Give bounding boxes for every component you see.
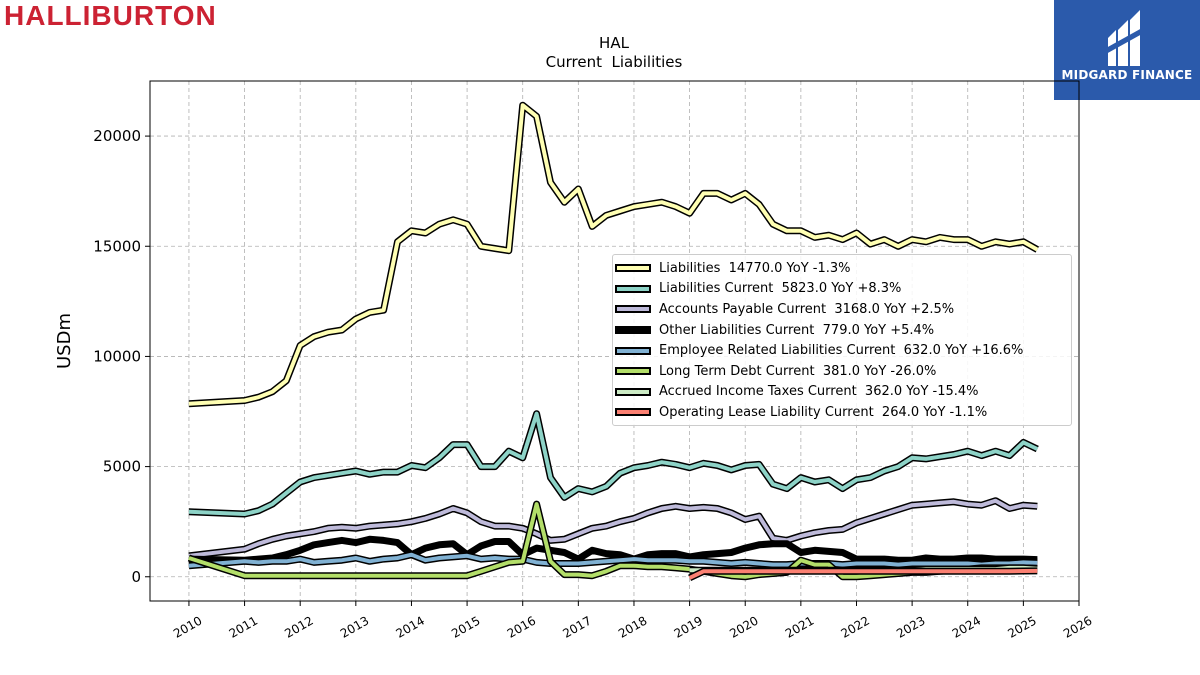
x-tick-label: 2013 xyxy=(338,613,371,640)
chart-legend: Liabilities 14770.0 YoY -1.3% Liabilities… xyxy=(612,254,1072,426)
legend-item: Long Term Debt Current 381.0 YoY -26.0% xyxy=(613,361,1071,382)
legend-swatch xyxy=(615,367,651,376)
x-tick-label: 2021 xyxy=(783,613,816,640)
legend-label: Operating Lease Liability Current 264.0 … xyxy=(659,404,988,420)
series-line-5 xyxy=(188,551,1038,570)
series-path xyxy=(188,552,1038,568)
y-tick-label: 5000 xyxy=(103,458,141,476)
watermark-name: MIDGARD FINANCE xyxy=(1061,68,1193,82)
chart-title: HAL xyxy=(599,34,630,52)
x-tick-label: 2018 xyxy=(616,613,649,640)
legend-item: Accounts Payable Current 3168.0 YoY +2.5… xyxy=(613,299,1071,320)
y-tick-label: 0 xyxy=(131,568,141,586)
series-line-3 xyxy=(188,497,1038,560)
legend-item: Other Liabilities Current 779.0 YoY +5.4… xyxy=(613,320,1071,341)
legend-label: Accounts Payable Current 3168.0 YoY +2.5… xyxy=(659,301,955,317)
series-line-4 xyxy=(188,535,1038,564)
x-tick-label: 2016 xyxy=(505,613,538,640)
y-tick-label: 20000 xyxy=(93,127,141,145)
series-line-1 xyxy=(188,101,1040,408)
legend-label: Accrued Income Taxes Current 362.0 YoY -… xyxy=(659,384,979,400)
legend-swatch xyxy=(615,326,651,335)
x-tick-label: 2015 xyxy=(449,613,482,640)
series-outline xyxy=(188,410,1039,518)
legend-label: Liabilities Current 5823.0 YoY +8.3% xyxy=(659,281,902,297)
legend-item: Operating Lease Liability Current 264.0 … xyxy=(613,402,1071,423)
legend-label: Liabilities 14770.0 YoY -1.3% xyxy=(659,260,851,276)
legend-swatch xyxy=(615,346,651,355)
x-tick-label: 2020 xyxy=(727,613,760,640)
series-outline xyxy=(188,535,1038,564)
halliburton-logo: HALLIBURTON xyxy=(4,0,217,32)
legend-swatch xyxy=(615,305,651,314)
series-line-8 xyxy=(688,567,1038,582)
x-tick-label: 2017 xyxy=(560,613,593,640)
midgard-logo-mark-icon xyxy=(1106,10,1142,66)
x-tick-label: 2011 xyxy=(227,613,260,640)
y-tick-label: 10000 xyxy=(93,347,141,365)
midgard-finance-logo: MIDGARD FINANCE xyxy=(1054,0,1200,100)
x-tick-label: 2010 xyxy=(171,613,204,640)
brand-name: HALLIBURTON xyxy=(4,0,217,31)
series-path xyxy=(188,103,1039,406)
x-tick-label: 2023 xyxy=(894,613,927,640)
y-tick-label: 15000 xyxy=(93,237,141,255)
series-path xyxy=(188,411,1039,516)
series-path xyxy=(688,568,1038,580)
legend-swatch xyxy=(615,408,651,417)
legend-label: Employee Related Liabilities Current 632… xyxy=(659,343,1024,359)
legend-swatch xyxy=(615,387,651,396)
chart-subtitle: Current Liabilities xyxy=(546,53,683,71)
series-line-2 xyxy=(188,410,1039,518)
legend-item: Liabilities 14770.0 YoY -1.3% xyxy=(613,258,1071,279)
series-lines xyxy=(187,101,1040,582)
y-axis-label: USDm xyxy=(54,313,75,369)
series-path xyxy=(188,498,1038,558)
legend-label: Other Liabilities Current 779.0 YoY +5.4… xyxy=(659,322,935,338)
x-tick-label: 2014 xyxy=(394,613,427,640)
x-tick-label: 2025 xyxy=(1005,613,1038,640)
axes-frame xyxy=(149,80,1080,602)
legend-swatch xyxy=(615,264,651,273)
legend-item: Liabilities Current 5823.0 YoY +8.3% xyxy=(613,279,1071,300)
x-tick-label: 2022 xyxy=(839,613,872,640)
x-tick-label: 2012 xyxy=(282,613,315,640)
legend-item: Accrued Income Taxes Current 362.0 YoY -… xyxy=(613,382,1071,403)
x-tick-label: 2019 xyxy=(672,613,705,640)
legend-item: Employee Related Liabilities Current 632… xyxy=(613,340,1071,361)
legend-label: Long Term Debt Current 381.0 YoY -26.0% xyxy=(659,363,937,379)
x-tick-label: 2026 xyxy=(1061,613,1094,640)
x-tick-label: 2024 xyxy=(950,613,983,640)
legend-swatch xyxy=(615,284,651,293)
